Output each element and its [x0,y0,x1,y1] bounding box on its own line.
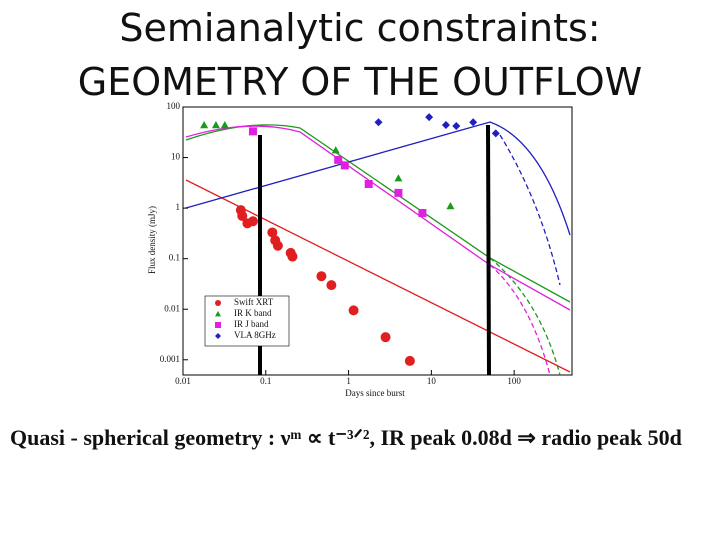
plot-frame [182,106,573,376]
x-tick-label: 1 [346,376,351,386]
point [452,122,461,131]
point [200,121,209,129]
legend-label: VLA 8GHz [234,330,276,340]
model-curves [185,121,571,376]
y-tick-label: 100 [167,101,181,111]
point [425,113,434,122]
point [374,118,383,127]
y-tick-label: 10 [171,152,181,162]
legend-label: Swift XRT [234,297,274,307]
x-tick-label: 0.01 [175,376,191,386]
point [326,280,337,291]
x-tick-label: 100 [507,376,521,386]
point [331,146,340,154]
model-curve [185,125,571,311]
legend-marker [215,322,221,328]
point [220,121,229,129]
y-axis-label: Flux density (mJy) [147,206,157,274]
point [380,332,391,343]
x-axis-label: Days since burst [345,388,405,398]
model-curve [489,264,551,376]
legend-marker [215,311,221,317]
model-curve [489,257,561,376]
point [364,179,373,188]
y-tick-label: 0.001 [160,354,180,364]
y-tick-label: 0.01 [164,303,180,313]
point [404,355,415,366]
legend-label: IR J band [234,319,269,329]
peak-marker [486,124,491,376]
point [316,271,327,282]
y-tick-label: 0.1 [169,253,180,263]
point [211,121,220,129]
slide-title: Semianalytic constraints: [119,6,601,50]
point [247,216,258,227]
formula: Quasi - spherical geometry : νᵐ ∝ t⁻³ᐟ²,… [10,425,682,450]
legend-label: IR K band [234,308,272,318]
point [394,188,403,197]
point [267,227,278,238]
legend-marker [215,300,221,306]
point [287,251,298,262]
slide-title: GEOMETRY OF THE OUTFLOW [77,60,643,104]
model-curve [185,124,571,303]
point [394,174,403,182]
point [348,305,359,316]
point [441,121,450,130]
point [334,155,343,164]
point [469,118,478,127]
point [340,161,349,170]
x-tick-label: 10 [427,376,437,386]
legend-marker [215,333,221,339]
x-tick-label: 0.1 [260,376,271,386]
point [446,202,455,210]
y-tick-label: 1 [176,202,181,212]
point [272,240,283,251]
point [418,209,427,218]
point [237,210,248,221]
point [491,129,500,138]
model-curve [499,134,561,286]
point [248,127,257,136]
model-curve [185,179,571,373]
model-curve [185,121,571,236]
